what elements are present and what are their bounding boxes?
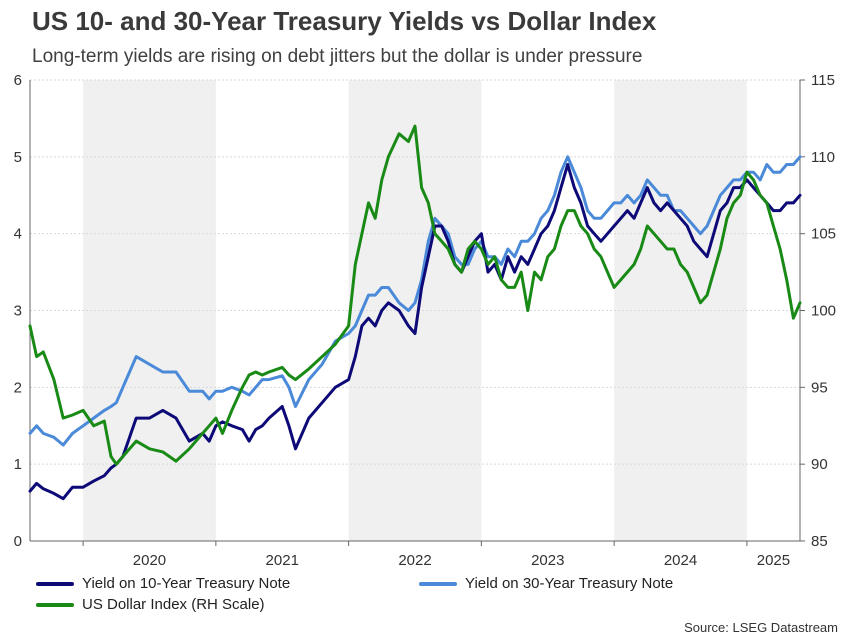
y-right-tick: 105 bbox=[811, 226, 836, 243]
x-tick-label: 2025 bbox=[757, 552, 790, 569]
series-line-1 bbox=[28, 155, 802, 447]
x-tick-label: 2020 bbox=[133, 552, 166, 569]
series-line-0 bbox=[28, 163, 802, 501]
y-left-tick: 5 bbox=[14, 149, 22, 166]
x-tick-label: 2024 bbox=[664, 552, 697, 569]
y-right-tick: 100 bbox=[811, 303, 836, 320]
x-tick-label: 2021 bbox=[266, 552, 299, 569]
legend-label-dxy: US Dollar Index (RH Scale) bbox=[82, 596, 265, 613]
y-left-tick: 2 bbox=[14, 379, 22, 396]
shade-2020 bbox=[83, 80, 216, 541]
legend-swatch-dxy bbox=[36, 602, 74, 607]
y-right-tick: 115 bbox=[811, 72, 835, 89]
tick-labels: 0 1 2 3 4 5 6 85 90 95 100 105 110 115 2020 2021 2022 202… bbox=[14, 72, 836, 569]
y-left-tick: 1 bbox=[14, 456, 22, 473]
x-tick-label: 2023 bbox=[531, 552, 564, 569]
y-right-tick: 85 bbox=[811, 533, 828, 550]
x-tick-label: 2022 bbox=[398, 552, 431, 569]
series-line-2 bbox=[28, 124, 802, 466]
chart-title: US 10- and 30-Year Treasury Yields vs Do… bbox=[32, 6, 657, 36]
legend-item-30y: Yield on 30-Year Treasury Note bbox=[419, 575, 673, 592]
legend-label-30y: Yield on 30-Year Treasury Note bbox=[465, 575, 674, 592]
legend: Yield on 10-Year Treasury Note Yield on … bbox=[36, 575, 826, 617]
y-left-tick: 6 bbox=[14, 72, 22, 89]
series-lines bbox=[28, 124, 802, 501]
y-left-tick: 0 bbox=[14, 533, 22, 550]
y-left-tick: 4 bbox=[14, 226, 22, 243]
shade-2024 bbox=[614, 80, 747, 541]
legend-swatch-30y bbox=[419, 581, 457, 586]
legend-swatch-10y bbox=[36, 581, 74, 586]
legend-item-dxy: US Dollar Index (RH Scale) bbox=[36, 596, 265, 613]
y-right-tick: 95 bbox=[811, 379, 828, 396]
chart-subtitle: Long-term yields are rising on debt jitt… bbox=[32, 46, 643, 67]
y-left-tick: 3 bbox=[14, 303, 22, 320]
y-right-tick: 90 bbox=[811, 456, 828, 473]
legend-label-10y: Yield on 10-Year Treasury Note bbox=[82, 575, 291, 592]
legend-item-10y: Yield on 10-Year Treasury Note bbox=[36, 575, 290, 592]
source-note: Source: LSEG Datastream bbox=[684, 620, 838, 635]
y-right-tick: 110 bbox=[811, 149, 835, 166]
